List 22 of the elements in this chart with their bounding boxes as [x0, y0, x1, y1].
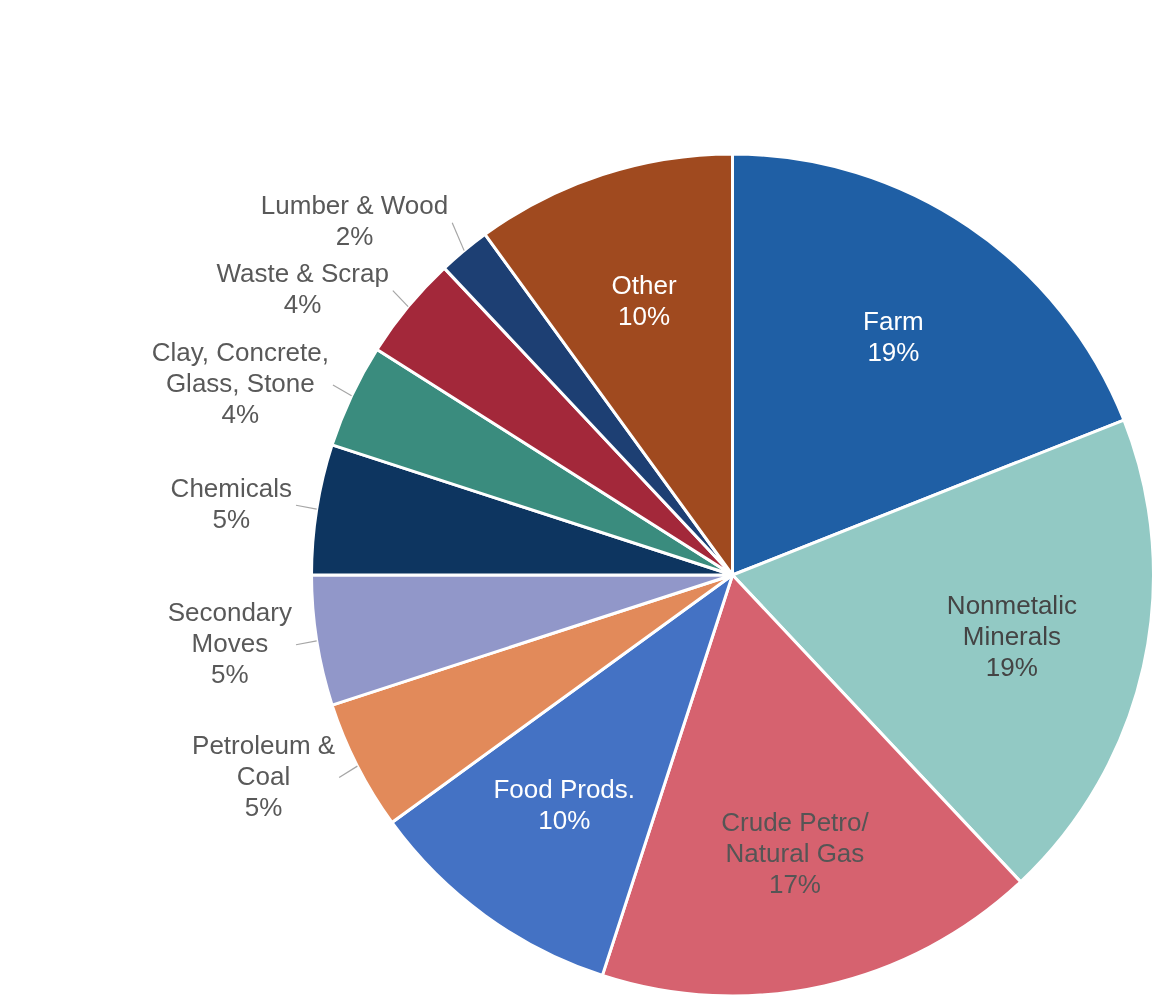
slice-label: Crude Petro/Natural Gas: [721, 806, 870, 868]
data-label: 5%: [211, 658, 249, 689]
data-label: 4%: [283, 289, 322, 320]
data-label: 19%: [985, 651, 1038, 682]
slice-label: Clay, Concrete, Glass, Stone: [151, 337, 329, 399]
slice-label: Secondary Moves: [167, 596, 292, 658]
slice-label: Nonmetalic Minerals: [946, 589, 1077, 651]
slice-label: Farm: [863, 305, 924, 336]
data-label: 17%: [768, 868, 821, 899]
data-label: 4%: [221, 399, 260, 430]
data-label: 10%: [618, 301, 671, 332]
slice-label: Chemicals: [170, 472, 292, 503]
data-label: 5%: [212, 503, 251, 534]
data-label: 10%: [538, 805, 591, 836]
data-label: 5%: [244, 791, 283, 822]
slice-label: Waste & Scrap: [216, 258, 389, 289]
data-label: 2%: [335, 221, 374, 252]
slice-label: Food Prods.: [493, 774, 636, 805]
slice-label: Petroleum & Coal: [192, 729, 336, 791]
data-label: 19%: [867, 336, 920, 367]
slice-label: Lumber & Wood: [260, 190, 449, 221]
slice-label: Other: [611, 270, 677, 301]
